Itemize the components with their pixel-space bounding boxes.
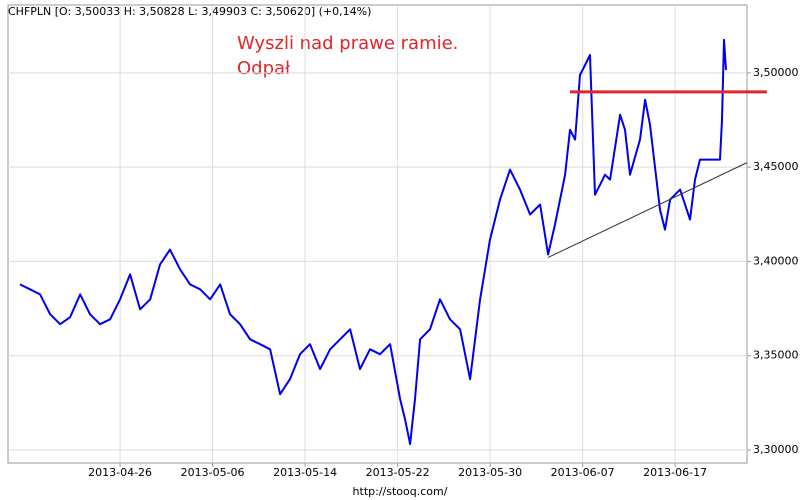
y-tick-label: 3,50000 (753, 66, 799, 79)
annotation: Wyszli nad prawe ramie. (237, 33, 458, 54)
x-tick-label: 2013-05-14 (273, 466, 337, 479)
x-tick-label: 2013-04-26 (88, 466, 152, 479)
x-tick-label: 2013-05-30 (458, 466, 522, 479)
y-tick-label: 3,30000 (753, 443, 799, 456)
y-tick-label: 3,40000 (753, 254, 799, 267)
x-tick-label: 2013-06-17 (643, 466, 707, 479)
plot-frame (7, 4, 748, 464)
x-tick-label: 2013-05-22 (366, 466, 430, 479)
y-tick-label: 3,35000 (753, 349, 799, 362)
y-tick-label: 3,45000 (753, 160, 799, 173)
price-line (19, 38, 727, 445)
x-tick-label: 2013-05-06 (181, 466, 245, 479)
source: http://stooq.com/ (353, 485, 448, 498)
annotation: Odpał (237, 58, 291, 79)
x-tick-label: 2013-06-07 (551, 466, 615, 479)
chart-title: CHFPLN [O: 3,50033 H: 3,50828 L: 3,49903… (8, 5, 371, 18)
trendline (547, 162, 748, 258)
